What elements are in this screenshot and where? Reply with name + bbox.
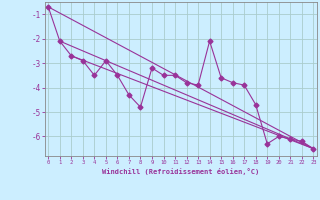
X-axis label: Windchill (Refroidissement éolien,°C): Windchill (Refroidissement éolien,°C)	[102, 168, 260, 175]
